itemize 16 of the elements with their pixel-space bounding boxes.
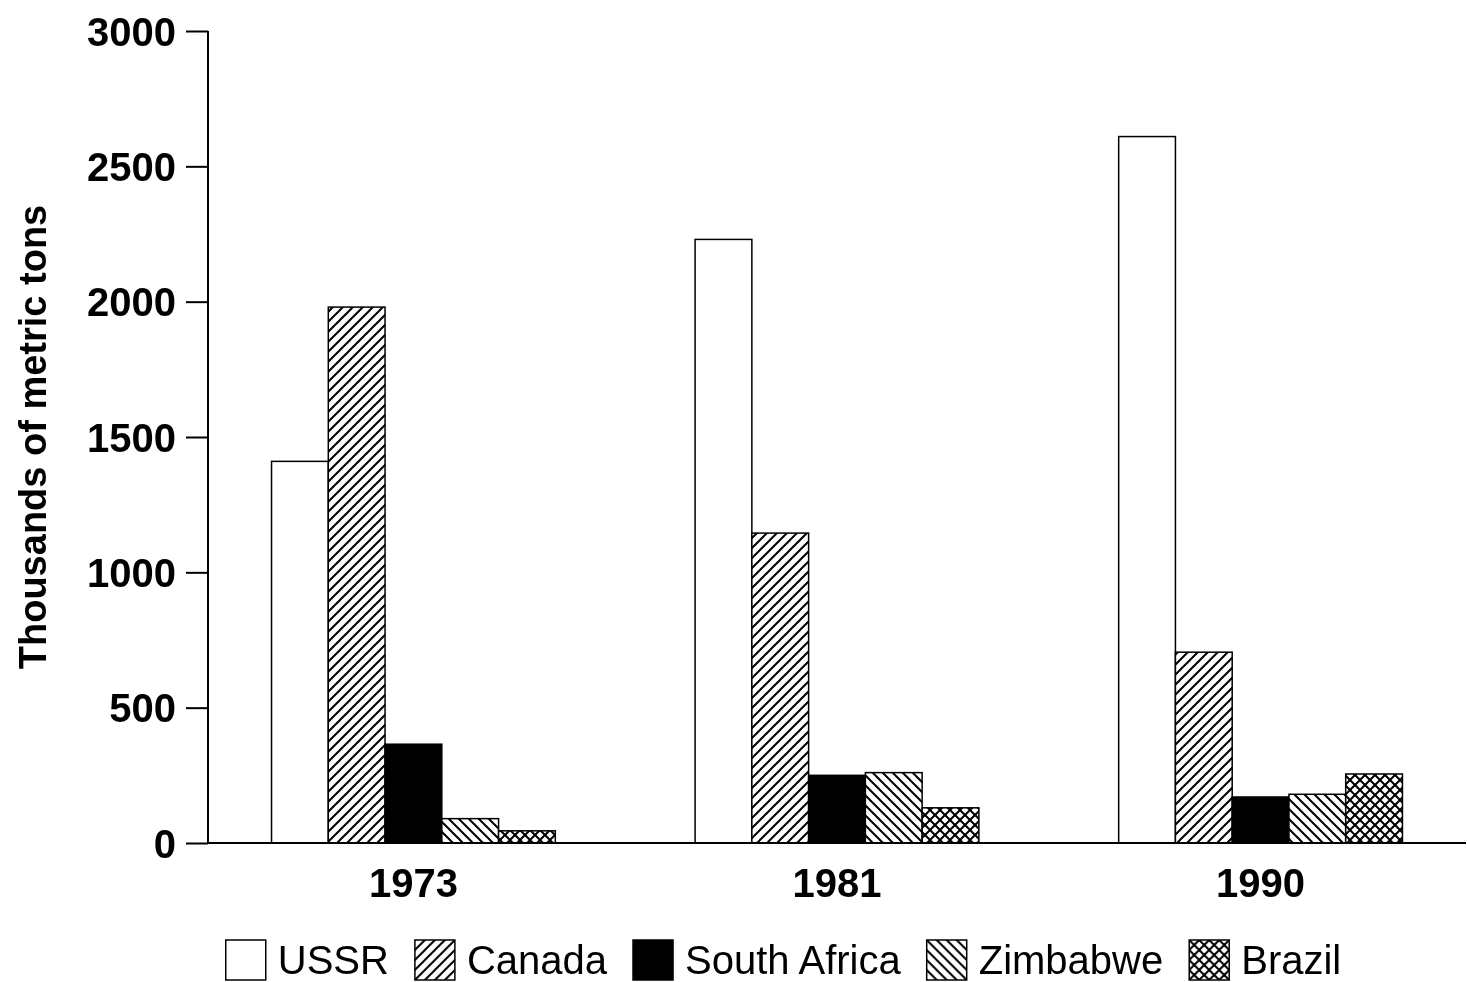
y-tick-label: 500	[109, 686, 176, 731]
y-tick-label: 1500	[87, 415, 176, 460]
y-axis-title: Thousands of metric tons	[12, 204, 54, 670]
legend-label: Zimbabwe	[978, 938, 1164, 982]
legend-label: South Africa	[685, 938, 902, 982]
y-tick-label: 3000	[87, 9, 176, 54]
x-tick-label: 1981	[792, 861, 882, 906]
y-tick-label: 2500	[87, 144, 176, 189]
y-tick-label: 1000	[87, 550, 176, 595]
y-tick-label: 2000	[87, 280, 176, 325]
x-tick-label: 1990	[1216, 861, 1306, 906]
x-tick-label: 1973	[368, 861, 458, 906]
legend-label: USSR	[277, 938, 389, 982]
legend-label: Canada	[466, 938, 608, 982]
y-tick-label: 0	[153, 821, 176, 866]
legend-label: Brazil	[1241, 938, 1342, 982]
